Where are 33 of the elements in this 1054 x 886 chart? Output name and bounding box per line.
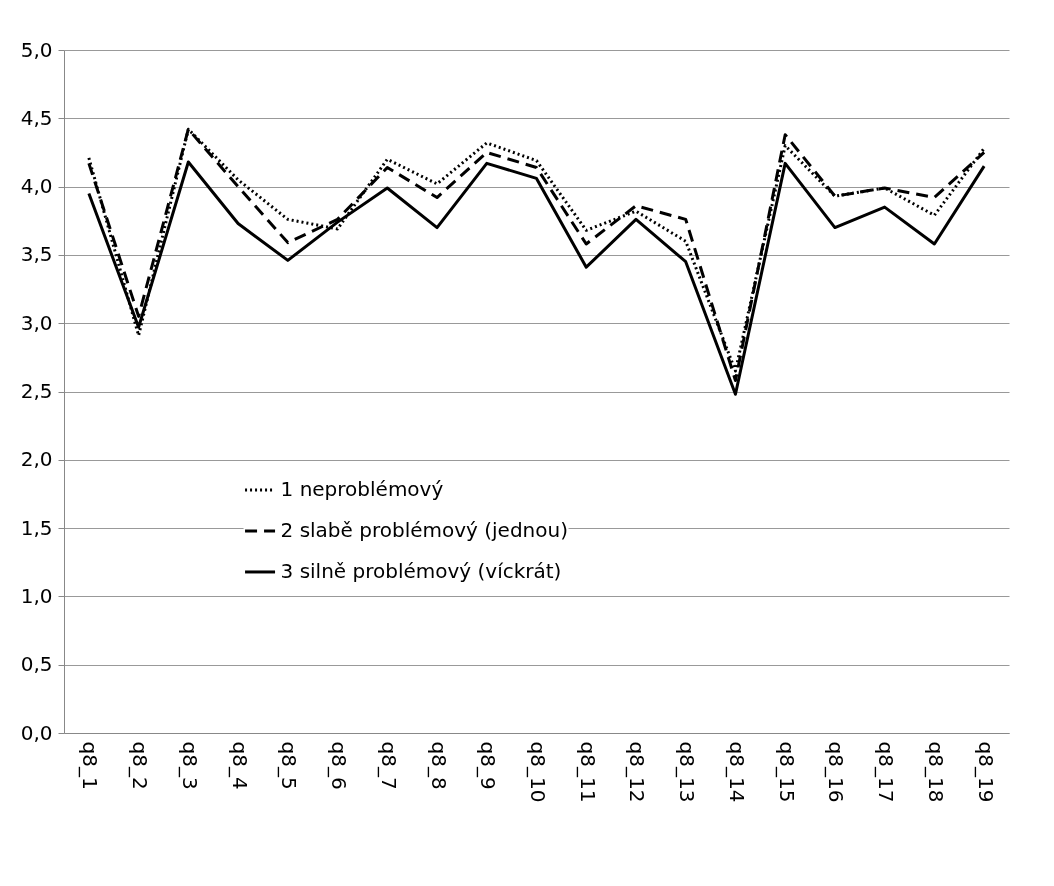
x-tick-label: q8_4 [227, 741, 252, 790]
x-tick-label: q8_3 [177, 741, 202, 790]
x-tick-label: q8_8 [426, 741, 451, 790]
y-tick-label: 4,0 [20, 174, 53, 199]
legend-label: 3 silně problémový (víckrát) [280, 558, 562, 583]
x-tick-label: q8_13 [675, 741, 700, 803]
x-tick-label: q8_7 [376, 741, 401, 790]
y-tick-label: 1,0 [20, 583, 53, 608]
x-tick-label: q8_6 [327, 741, 352, 790]
x-tick-label: q8_18 [923, 741, 948, 803]
x-tick-label: q8_16 [824, 741, 849, 803]
y-tick-label: 3,5 [20, 242, 53, 267]
y-tick-label: 4,5 [20, 105, 53, 130]
y-tick-label: 2,5 [20, 379, 53, 403]
y-tick-label: 3,0 [20, 310, 53, 335]
x-tick-label: q8_2 [128, 741, 153, 790]
x-tick-label: q8_17 [874, 741, 899, 803]
x-tick-label: q8_14 [724, 741, 749, 803]
x-tick-label: q8_15 [774, 741, 799, 803]
x-tick-label: q8_10 [526, 741, 550, 803]
x-tick-label: q8_1 [78, 741, 103, 790]
x-tick-label: q8_19 [973, 741, 998, 803]
x-tick-label: q8_9 [476, 741, 501, 790]
legend-label: 2 slabě problémový (jednou) [280, 517, 568, 542]
y-tick-label: 1,5 [20, 515, 53, 540]
x-tick-label: q8_12 [625, 741, 650, 803]
y-tick-label: 0,0 [20, 720, 53, 745]
y-tick-label: 5,0 [20, 37, 53, 62]
y-tick-label: 0,5 [20, 652, 53, 677]
y-tick-label: 2,0 [20, 447, 53, 472]
x-tick-label: q8_5 [277, 741, 302, 790]
legend-label: 1 neproblémový [280, 476, 444, 501]
x-tick-label: q8_11 [575, 741, 600, 803]
